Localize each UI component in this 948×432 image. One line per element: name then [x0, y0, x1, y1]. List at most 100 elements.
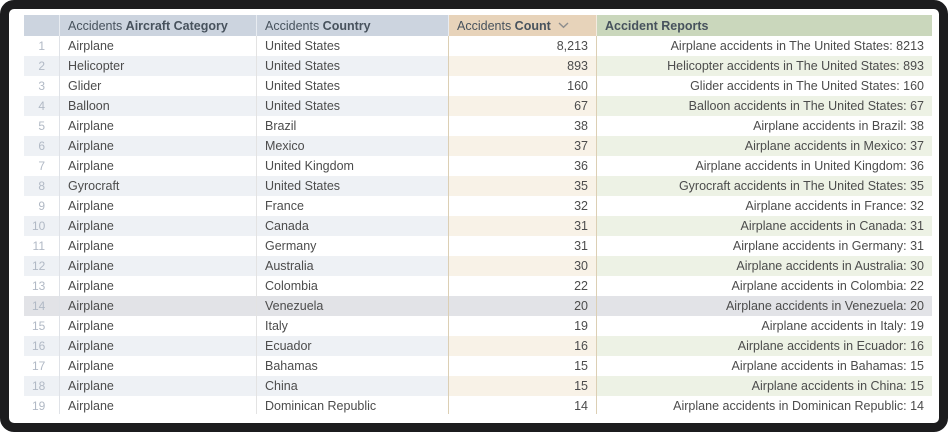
cell-accident-report[interactable]: Airplane accidents in Brazil: 38: [753, 119, 924, 133]
cell-accident-report[interactable]: Airplane accidents in France: 32: [745, 199, 924, 213]
cell-aircraft-category[interactable]: Airplane: [60, 396, 257, 414]
table-row[interactable]: 14 Airplane Venezuela 20 Airplane accide…: [24, 296, 932, 316]
cell-aircraft-category[interactable]: Airplane: [60, 356, 257, 376]
cell-accident-report[interactable]: Airplane accidents in China: 15: [597, 376, 932, 396]
cell-country[interactable]: United States: [257, 36, 449, 56]
table-row[interactable]: 9 Airplane France 32 Airplane accidents …: [24, 196, 932, 216]
cell-count[interactable]: 20: [449, 296, 597, 316]
cell-country[interactable]: Bahamas: [257, 356, 449, 376]
cell-accident-report[interactable]: Airplane accidents in Dominican Republic…: [673, 399, 924, 413]
cell-aircraft-category[interactable]: Airplane: [60, 216, 257, 236]
table-row[interactable]: 5 Airplane Brazil 38 Airplane accidents …: [24, 116, 932, 136]
column-header-label: Country: [322, 18, 371, 33]
cell-aircraft-category[interactable]: Gyrocraft: [60, 176, 257, 196]
cell-country[interactable]: Ecuador: [257, 336, 449, 356]
cell-count[interactable]: 30: [449, 256, 597, 276]
cell-count[interactable]: 893: [449, 56, 597, 76]
cell-aircraft-category[interactable]: Airplane: [60, 336, 257, 356]
cell-country[interactable]: Canada: [257, 216, 449, 236]
cell-aircraft-category[interactable]: Airplane: [60, 196, 257, 216]
cell-accident-report[interactable]: Helicopter accidents in The United State…: [597, 56, 932, 76]
table-row[interactable]: 10 Airplane Canada 31 Airplane accidents…: [24, 216, 932, 236]
cell-accident-report[interactable]: Airplane accidents in Germany: 31: [732, 239, 924, 253]
cell-accident-report[interactable]: Airplane accidents in The United States:…: [670, 39, 924, 53]
table-row[interactable]: 7 Airplane United Kingdom 36 Airplane ac…: [24, 156, 932, 176]
cell-aircraft-category[interactable]: Airplane: [60, 276, 257, 296]
cell-accident-report[interactable]: Airplane accidents in Bahamas: 15: [731, 359, 924, 373]
cell-country[interactable]: France: [257, 196, 449, 216]
cell-accident-report[interactable]: Airplane accidents in Venezuela: 20: [597, 296, 932, 316]
table-row[interactable]: 4 Balloon United States 67 Balloon accid…: [24, 96, 932, 116]
cell-aircraft-category[interactable]: Airplane: [60, 236, 257, 256]
cell-country[interactable]: United States: [257, 56, 449, 76]
cell-country[interactable]: Colombia: [257, 276, 449, 296]
cell-accident-report[interactable]: Airplane accidents in United Kingdom: 36: [695, 159, 924, 173]
cell-accident-report[interactable]: Airplane accidents in Canada: 31: [597, 216, 932, 236]
cell-accident-report[interactable]: Gyrocraft accidents in The United States…: [597, 176, 932, 196]
cell-accident-report[interactable]: Glider accidents in The United States: 1…: [690, 79, 924, 93]
cell-aircraft-category[interactable]: Airplane: [60, 156, 257, 176]
cell-aircraft-category[interactable]: Airplane: [60, 116, 257, 136]
cell-accident-report[interactable]: Airplane accidents in Italy: 19: [761, 319, 924, 333]
column-header-aircraft-category[interactable]: Accidents Aircraft Category: [60, 15, 257, 36]
cell-count[interactable]: 14: [449, 396, 597, 414]
table-row[interactable]: 8 Gyrocraft United States 35 Gyrocraft a…: [24, 176, 932, 196]
cell-accident-report[interactable]: Airplane accidents in Australia: 30: [597, 256, 932, 276]
cell-count[interactable]: 31: [449, 216, 597, 236]
table-row[interactable]: 3 Glider United States 160 Glider accide…: [24, 76, 932, 96]
table-row[interactable]: 1 Airplane United States 8,213 Airplane …: [24, 36, 932, 56]
cell-count[interactable]: 35: [449, 176, 597, 196]
cell-count[interactable]: 36: [449, 156, 597, 176]
cell-count[interactable]: 67: [449, 96, 597, 116]
cell-country[interactable]: United States: [257, 96, 449, 116]
cell-country[interactable]: Brazil: [257, 116, 449, 136]
cell-accident-report[interactable]: Balloon accidents in The United States: …: [597, 96, 932, 116]
cell-aircraft-category[interactable]: Airplane: [60, 376, 257, 396]
table-row[interactable]: 16 Airplane Ecuador 16 Airplane accident…: [24, 336, 932, 356]
cell-aircraft-category[interactable]: Balloon: [60, 96, 257, 116]
cell-count[interactable]: 37: [449, 136, 597, 156]
column-header-count[interactable]: Accidents Count: [449, 15, 597, 36]
cell-count[interactable]: 15: [449, 376, 597, 396]
table-row[interactable]: 6 Airplane Mexico 37 Airplane accidents …: [24, 136, 932, 156]
cell-count[interactable]: 160: [449, 76, 597, 96]
table-row[interactable]: 19 Airplane Dominican Republic 14 Airpla…: [24, 396, 932, 414]
table-row[interactable]: 11 Airplane Germany 31 Airplane accident…: [24, 236, 932, 256]
column-header-accident-reports[interactable]: Accident Reports: [597, 15, 932, 36]
cell-aircraft-category[interactable]: Glider: [60, 76, 257, 96]
cell-aircraft-category[interactable]: Helicopter: [60, 56, 257, 76]
cell-aircraft-category[interactable]: Airplane: [60, 36, 257, 56]
table-row[interactable]: 17 Airplane Bahamas 15 Airplane accident…: [24, 356, 932, 376]
table-row[interactable]: 13 Airplane Colombia 22 Airplane acciden…: [24, 276, 932, 296]
cell-country[interactable]: Venezuela: [257, 296, 449, 316]
cell-count[interactable]: 19: [449, 316, 597, 336]
cell-country[interactable]: Dominican Republic: [257, 396, 449, 414]
cell-country[interactable]: China: [257, 376, 449, 396]
table-row[interactable]: 2 Helicopter United States 893 Helicopte…: [24, 56, 932, 76]
cell-count[interactable]: 15: [449, 356, 597, 376]
cell-count[interactable]: 31: [449, 236, 597, 256]
cell-accident-report[interactable]: Airplane accidents in Colombia: 22: [731, 279, 924, 293]
cell-country[interactable]: United States: [257, 76, 449, 96]
cell-aircraft-category[interactable]: Airplane: [60, 256, 257, 276]
cell-count[interactable]: 22: [449, 276, 597, 296]
cell-count[interactable]: 38: [449, 116, 597, 136]
table-row[interactable]: 12 Airplane Australia 30 Airplane accide…: [24, 256, 932, 276]
cell-count[interactable]: 16: [449, 336, 597, 356]
table-row[interactable]: 18 Airplane China 15 Airplane accidents …: [24, 376, 932, 396]
cell-country[interactable]: Italy: [257, 316, 449, 336]
cell-count[interactable]: 32: [449, 196, 597, 216]
cell-country[interactable]: United States: [257, 176, 449, 196]
cell-aircraft-category[interactable]: Airplane: [60, 296, 257, 316]
cell-country[interactable]: Germany: [257, 236, 449, 256]
cell-aircraft-category[interactable]: Airplane: [60, 316, 257, 336]
cell-country[interactable]: United Kingdom: [257, 156, 449, 176]
cell-aircraft-category[interactable]: Airplane: [60, 136, 257, 156]
cell-country[interactable]: Mexico: [257, 136, 449, 156]
cell-country[interactable]: Australia: [257, 256, 449, 276]
table-row[interactable]: 15 Airplane Italy 19 Airplane accidents …: [24, 316, 932, 336]
cell-count[interactable]: 8,213: [449, 36, 597, 56]
cell-accident-report[interactable]: Airplane accidents in Ecuador: 16: [597, 336, 932, 356]
cell-accident-report[interactable]: Airplane accidents in Mexico: 37: [597, 136, 932, 156]
column-header-country[interactable]: Accidents Country: [257, 15, 449, 36]
